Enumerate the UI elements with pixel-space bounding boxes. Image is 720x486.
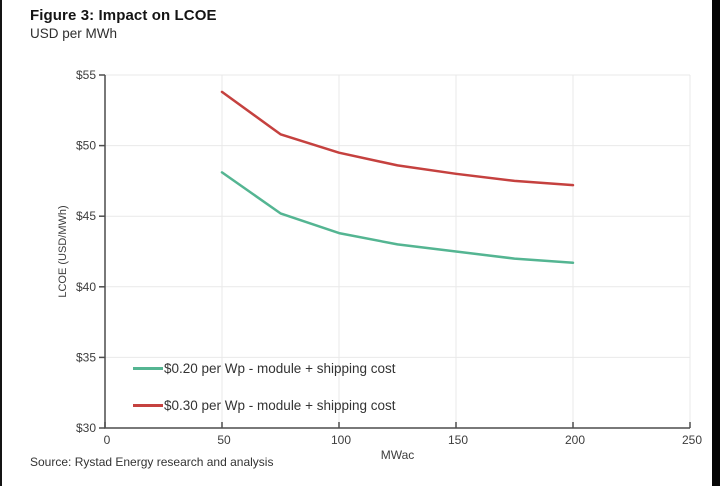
y-tick-label: $40	[76, 280, 96, 294]
legend-item-030wp: $0.30 per Wp - module + shipping cost	[133, 398, 396, 413]
x-tick-label: 150	[448, 433, 468, 447]
x-tick-label: 50	[217, 433, 231, 447]
legend-swatch-green-line	[133, 367, 163, 370]
series-line-0	[220, 171, 575, 265]
y-tick-label: $50	[76, 139, 96, 153]
x-tick-label: 100	[331, 433, 351, 447]
chart-subtitle: USD per MWh	[30, 26, 118, 41]
x-axis-label: MWac	[381, 448, 415, 462]
x-tick-label: 0	[104, 433, 111, 447]
left-edge-bar	[0, 0, 2, 486]
x-tick-label: 200	[565, 433, 585, 447]
legend-swatch-red-line	[133, 404, 163, 407]
chart-title: Figure 3: Impact on LCOE	[30, 7, 217, 24]
y-tick-label: $35	[76, 350, 96, 364]
y-tick-label: $30	[76, 421, 96, 435]
right-edge-bar	[712, 0, 720, 486]
y-tick-label: $45	[76, 209, 96, 223]
x-tick-label: 250	[682, 433, 702, 447]
y-axis-label: LCOE (USD/MWh)	[57, 205, 69, 297]
legend-label: $0.30 per Wp - module + shipping cost	[164, 398, 396, 413]
series-line-1	[220, 90, 575, 187]
y-tick-label: $55	[76, 68, 96, 82]
source-note: Source: Rystad Energy research and analy…	[30, 455, 274, 469]
legend-item-020wp: $0.20 per Wp - module + shipping cost	[133, 361, 396, 376]
legend-label: $0.20 per Wp - module + shipping cost	[164, 361, 396, 376]
